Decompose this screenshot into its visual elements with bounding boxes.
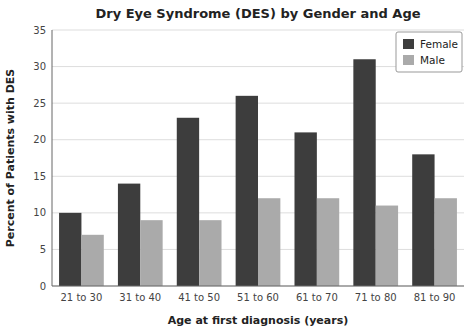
y-tick-label: 35 <box>33 25 46 36</box>
bar <box>81 235 103 286</box>
y-tick-label: 0 <box>40 281 46 292</box>
bar <box>317 198 339 286</box>
y-tick-label: 5 <box>40 244 46 255</box>
grid-line <box>52 30 464 31</box>
chart: 0 5 10 15 20 25 30 35 21 to 30 31 to 40 41 to 50 51… <box>0 0 474 334</box>
x-tick-label: 31 to 40 <box>119 292 161 303</box>
y-axis-line <box>52 30 53 286</box>
bar <box>294 132 316 286</box>
legend-swatch <box>403 39 414 49</box>
x-tick-label: 61 to 70 <box>296 292 338 303</box>
legend-label: Female <box>420 38 458 50</box>
grid-line <box>52 286 464 287</box>
x-tick-label: 21 to 30 <box>60 292 102 303</box>
x-axis-line <box>52 286 464 287</box>
bar <box>435 198 457 286</box>
x-tick-label: 81 to 90 <box>414 292 456 303</box>
bar <box>59 213 81 286</box>
title: Dry Eye Syndrome (DES) by Gender and Age <box>95 6 420 21</box>
bar <box>376 206 398 286</box>
y-tick-label: 20 <box>33 134 46 145</box>
y-tick-label: 10 <box>33 207 46 218</box>
legend-swatch <box>403 55 414 65</box>
bar <box>258 198 280 286</box>
x-tick-label: 41 to 50 <box>178 292 220 303</box>
y-tick-label: 25 <box>33 98 46 109</box>
legend: Female Male <box>396 32 462 72</box>
bar <box>353 59 375 286</box>
bar <box>118 184 140 286</box>
bar <box>140 220 162 286</box>
y-tick-label: 15 <box>33 171 46 182</box>
legend-label: Male <box>420 54 445 66</box>
x-tick-label: 51 to 60 <box>237 292 279 303</box>
bar <box>177 118 199 286</box>
bars <box>59 59 457 286</box>
bar <box>199 220 221 286</box>
bar <box>412 154 434 286</box>
y-tick-label: 30 <box>33 61 46 72</box>
x-tick-label: 71 to 80 <box>355 292 397 303</box>
x-axis-label: Age at first diagnosis (years) <box>168 314 349 327</box>
y-axis-label: Percent of Patients with DES <box>4 69 17 248</box>
legend-box <box>396 32 462 72</box>
bar <box>236 96 258 286</box>
